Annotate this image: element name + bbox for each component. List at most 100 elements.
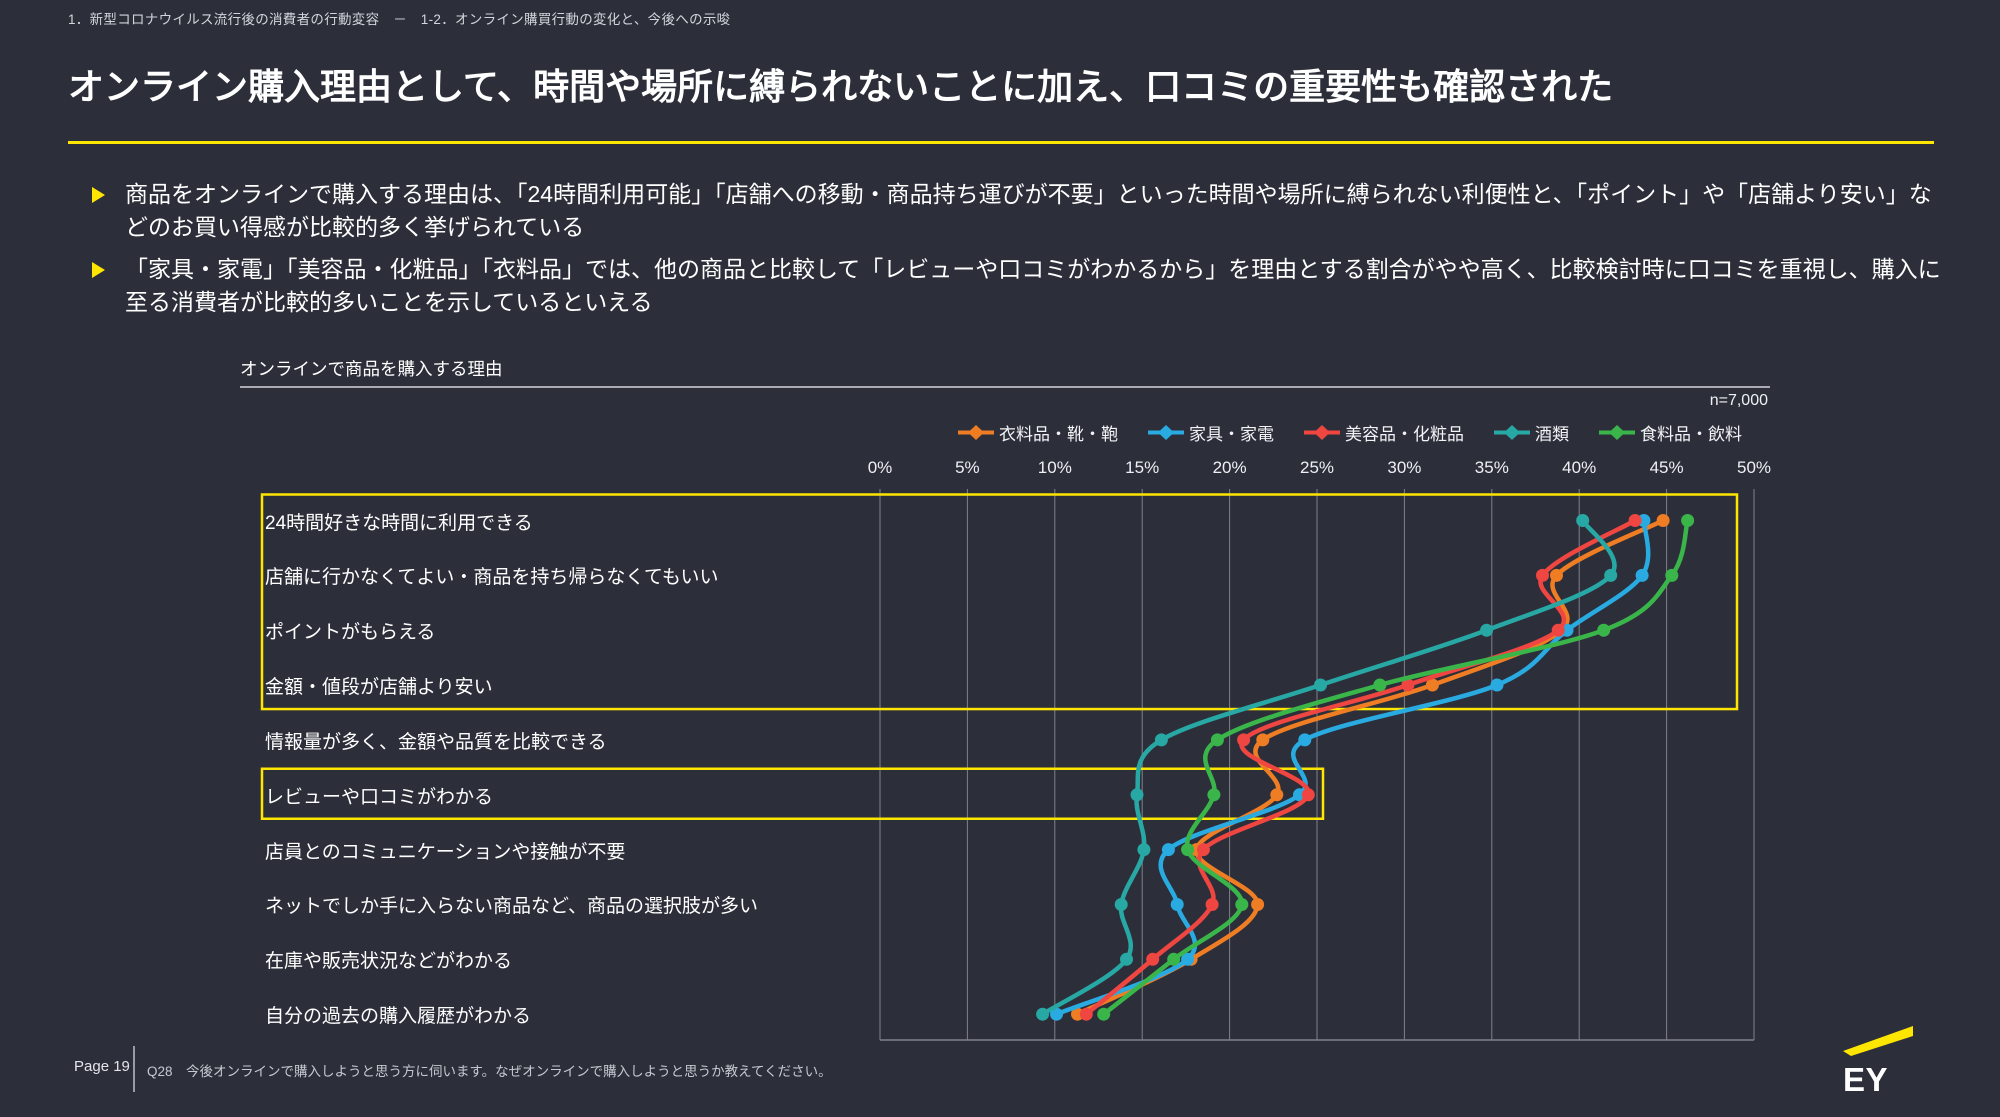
category-label: 金額・値段が店舗より安い — [265, 677, 493, 699]
data-point — [1161, 843, 1175, 857]
category-label: 店員とのコミュニケーションや接触が不要 — [265, 841, 626, 863]
bullet-arrow-icon — [92, 262, 105, 279]
data-point — [1425, 678, 1439, 692]
bullet-item: 「家具・家電」「美容品・化粧品」「衣料品」では、他の商品と比較して「レビューや口… — [92, 253, 1948, 318]
series-4 — [1097, 514, 1695, 1021]
x-tick-label: 5% — [955, 458, 980, 477]
legend-item: 美容品・化粧品 — [1304, 420, 1464, 445]
breadcrumb: 1．新型コロナウイルス流行後の消費者の行動変容 － 1-2．オンライン購買行動の… — [68, 12, 731, 27]
bullet-arrow-icon — [92, 187, 105, 203]
ey-logo-text: EY — [1843, 1061, 1889, 1098]
data-point — [1490, 678, 1504, 692]
series-3 — [1036, 514, 1618, 1021]
key-messages: 商品をオンラインで購入する理由は、「24時間利用可能」「店舗への移動・商品持ち運… — [92, 178, 1948, 319]
data-point — [1181, 952, 1195, 966]
data-point — [1597, 623, 1611, 637]
legend-label: 家具・家電 — [1189, 425, 1274, 444]
data-point — [1373, 678, 1387, 692]
data-point — [1137, 843, 1151, 857]
legend-marker-icon — [958, 425, 994, 440]
series-2 — [1079, 514, 1642, 1021]
data-point — [1130, 788, 1144, 802]
ey-logo: EY — [1843, 1026, 1917, 1096]
x-tick-label: 25% — [1299, 458, 1335, 477]
data-point — [1551, 623, 1565, 637]
category-label: 自分の過去の購入履歴がわかる — [265, 1006, 532, 1028]
series-line — [1040, 518, 1617, 1017]
series-line — [1084, 518, 1638, 1017]
legend-label: 酒類 — [1535, 425, 1569, 444]
data-point — [1251, 898, 1265, 911]
legend-label: 衣料品・靴・鞄 — [999, 425, 1118, 444]
data-point — [1079, 1007, 1093, 1021]
data-point — [1120, 952, 1133, 966]
legend-diamond — [1504, 425, 1520, 440]
chart-title: オンラインで商品を購入する理由 — [240, 359, 503, 379]
data-point — [1235, 898, 1249, 911]
category-label: 24時間好きな時間に利用できる — [265, 512, 533, 534]
footer-divider — [133, 1046, 135, 1092]
legend-marker-icon — [1494, 425, 1530, 440]
sample-size-label: n=7,000 — [1709, 392, 1768, 409]
data-point — [1314, 678, 1327, 692]
page-number: Page 19 — [74, 1058, 130, 1075]
highlight-box — [260, 493, 1739, 711]
legend-marker-icon — [1599, 425, 1635, 440]
data-point — [1207, 788, 1221, 802]
data-point — [1210, 733, 1224, 747]
legend-label: 食料品・飲料 — [1640, 425, 1742, 444]
data-point — [1270, 788, 1284, 802]
legend-marker-icon — [1148, 425, 1184, 440]
legend-diamond — [1158, 425, 1174, 440]
x-tick-label: 50% — [1736, 458, 1772, 477]
data-point — [1550, 568, 1563, 582]
legend-diamond — [968, 425, 984, 440]
legend-diamond — [1609, 425, 1625, 440]
x-tick-label: 35% — [1474, 458, 1509, 477]
data-point — [1401, 678, 1415, 692]
data-point — [1050, 1007, 1063, 1021]
data-point — [1237, 733, 1251, 747]
category-label: 在庫や販売状況などがわかる — [265, 951, 513, 973]
data-point — [1036, 1007, 1050, 1021]
x-tick-label: 40% — [1562, 458, 1597, 477]
legend-label: 美容品・化粧品 — [1345, 425, 1464, 444]
x-tick-label: 15% — [1125, 458, 1160, 477]
data-point — [1170, 898, 1184, 911]
data-point — [1681, 514, 1695, 527]
data-point — [1665, 568, 1679, 582]
data-point — [1256, 733, 1270, 747]
page-title: オンライン購入理由として、時間や場所に縛られないことに加え、口コミの重要性も確認… — [68, 66, 1614, 107]
x-tick-label: 20% — [1212, 458, 1247, 477]
x-tick-label: 10% — [1037, 458, 1072, 477]
bullet-text: 商品をオンラインで購入する理由は、「24時間利用可能」「店舗への移動・商品持ち運… — [125, 181, 1932, 240]
data-point — [1656, 514, 1670, 527]
data-point — [1181, 843, 1195, 857]
data-point — [1301, 788, 1315, 802]
data-point — [1167, 952, 1181, 966]
data-point — [1205, 898, 1219, 911]
category-label: ネットでしか手に入らない商品など、商品の選択肢が多い — [265, 896, 759, 918]
bullet-text: 「家具・家電」「美容品・化粧品」「衣料品」では、他の商品と比較して「レビューや口… — [125, 256, 1941, 315]
data-point — [1114, 898, 1128, 911]
data-point — [1635, 568, 1649, 582]
legend-item: 酒類 — [1494, 420, 1569, 445]
survey-question-note: Q28 今後オンラインで購入しようと思う方に伺います。なぜオンラインで購入しよう… — [147, 1064, 832, 1079]
data-point — [1146, 952, 1160, 966]
series-line — [1054, 518, 1651, 1017]
ey-beam-icon — [1843, 1026, 1913, 1056]
chart-title-underline — [240, 386, 1770, 388]
series-line — [1101, 518, 1690, 1017]
x-tick-label: 30% — [1387, 458, 1422, 477]
legend-item: 衣料品・靴・鞄 — [958, 420, 1118, 445]
bullet-item: 商品をオンラインで購入する理由は、「24時間利用可能」「店舗への移動・商品持ち運… — [92, 178, 1948, 243]
data-point — [1154, 733, 1168, 747]
title-underline — [68, 141, 1934, 144]
legend-item: 食料品・飲料 — [1599, 420, 1742, 445]
legend-marker-icon — [1304, 425, 1340, 440]
data-point — [1480, 623, 1494, 637]
category-label: ポイントがもらえる — [265, 622, 436, 644]
data-point — [1628, 514, 1642, 527]
category-label: レビューや口コミがわかる — [265, 786, 494, 808]
data-point — [1604, 568, 1618, 582]
